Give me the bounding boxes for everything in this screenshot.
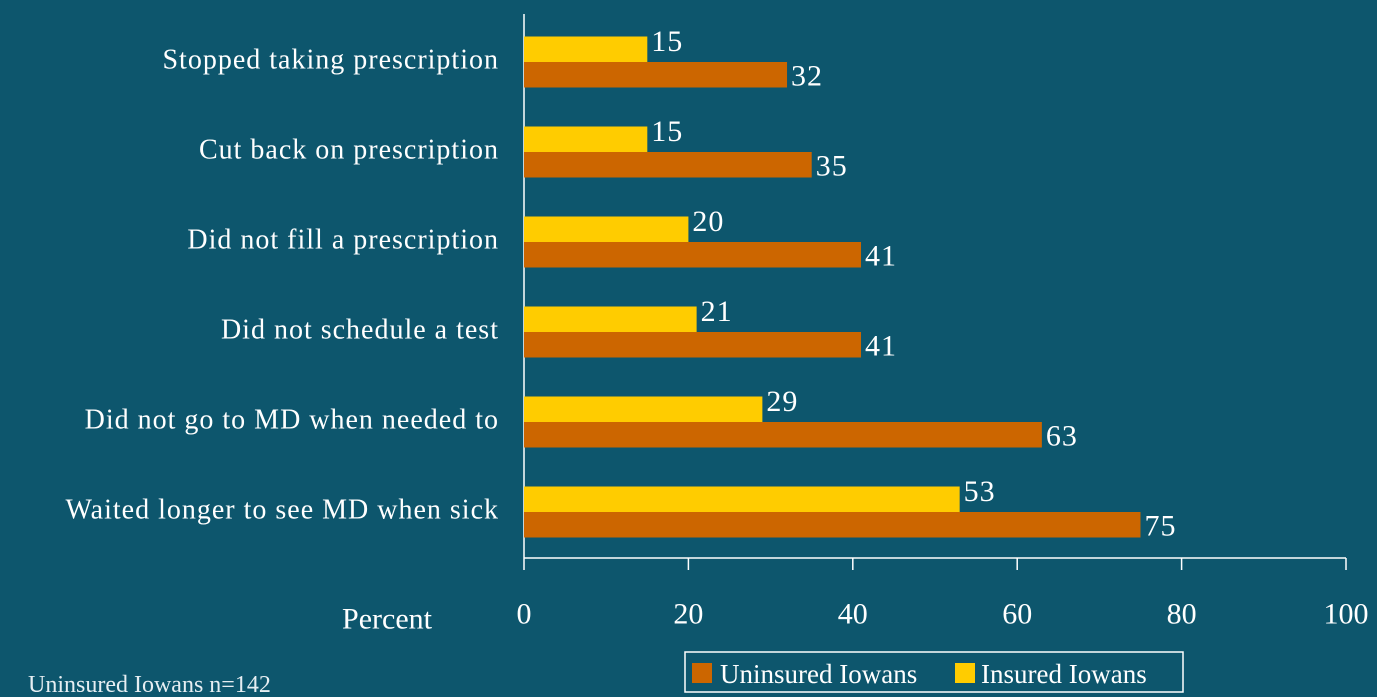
bar [524, 306, 697, 332]
legend-swatch [955, 663, 975, 683]
x-axis-label: Percent [342, 603, 433, 636]
value-label: 20 [692, 205, 724, 238]
bar [524, 216, 689, 242]
category-label: Stopped taking prescription [162, 45, 499, 76]
x-tick-label: 20 [673, 598, 703, 631]
bar [524, 396, 763, 422]
category-label: Waited longer to see MD when sick [65, 495, 499, 526]
value-label: 41 [865, 240, 897, 273]
legend-label: Uninsured Iowans [720, 659, 917, 689]
x-tick-label: 100 [1324, 598, 1369, 631]
legend-swatch [692, 663, 712, 683]
legend-label: Insured Iowans [981, 659, 1147, 689]
x-tick-label: 40 [838, 598, 868, 631]
x-tick-label: 0 [517, 598, 532, 631]
bar [524, 36, 648, 62]
bar [524, 242, 862, 268]
value-label: 15 [651, 25, 683, 58]
value-label: 75 [1145, 510, 1177, 543]
bar [524, 126, 648, 152]
bar [524, 422, 1042, 448]
value-label: 35 [816, 150, 848, 183]
bar [524, 512, 1141, 538]
value-label: 29 [766, 385, 798, 418]
value-label: 63 [1046, 420, 1078, 453]
note: Uninsured Iowans n=142 [28, 672, 271, 697]
category-label: Did not schedule a test [221, 315, 499, 346]
value-label: 41 [865, 330, 897, 363]
value-label: 32 [791, 60, 823, 93]
value-label: 15 [651, 115, 683, 148]
category-label: Cut back on prescription [199, 135, 499, 166]
value-label: 53 [964, 475, 996, 508]
x-tick-label: 60 [1002, 598, 1032, 631]
value-label: 21 [701, 295, 733, 328]
x-tick-label: 80 [1167, 598, 1197, 631]
legend-box [684, 651, 1184, 693]
bar [524, 486, 960, 512]
category-label: Did not go to MD when needed to [85, 405, 499, 436]
bar [524, 332, 862, 358]
bar [524, 152, 812, 178]
category-label: Did not fill a prescription [187, 225, 499, 256]
bar [524, 62, 788, 88]
